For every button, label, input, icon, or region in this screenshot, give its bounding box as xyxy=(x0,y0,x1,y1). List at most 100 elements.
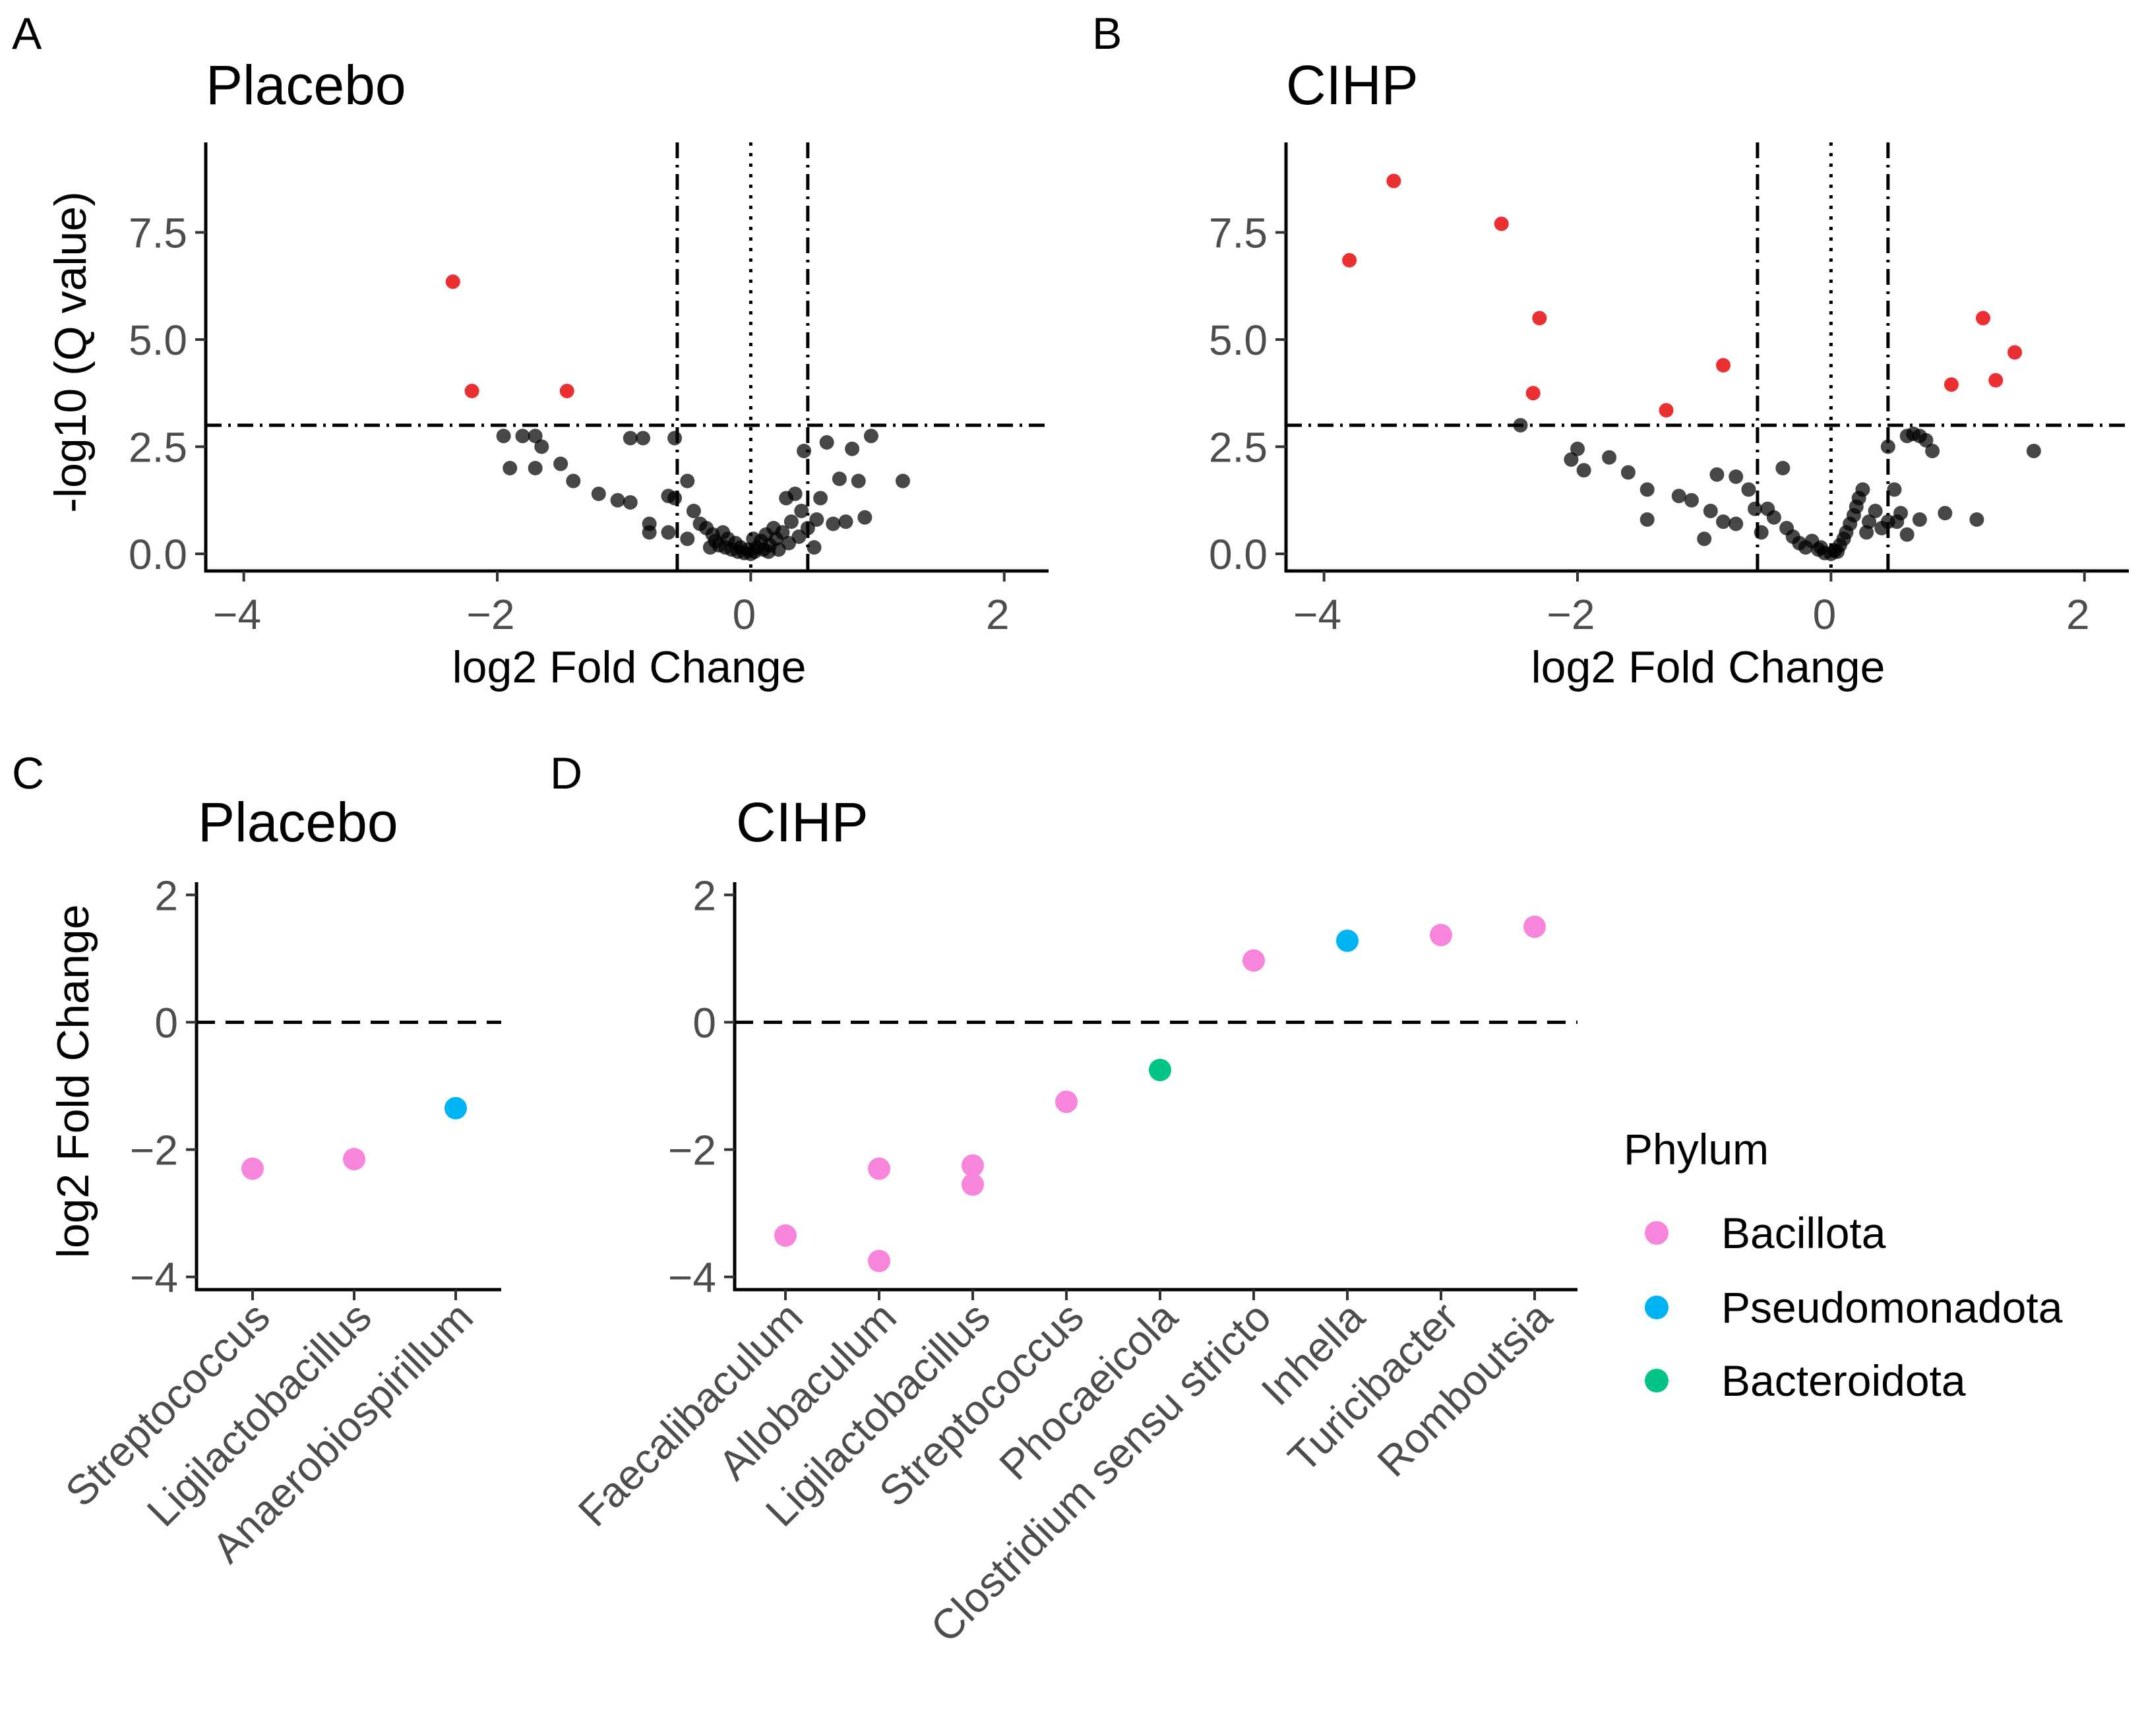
panel-a-point-nonsignificant xyxy=(845,441,860,456)
panel-b-y-tick-label: 0.0 xyxy=(1209,531,1268,578)
panel-d-point xyxy=(1242,949,1265,972)
panel-d-point xyxy=(774,1224,797,1247)
panel-b-x-tick-label: −4 xyxy=(1293,591,1341,638)
panel-b-point-nonsignificant xyxy=(1969,512,1984,527)
legend-title: Phylum xyxy=(1624,1125,1769,1174)
legend-label-pseudomonadota: Pseudomonadota xyxy=(1721,1283,2063,1332)
panel-a-point-significant xyxy=(464,384,479,398)
panel-a-point-nonsignificant xyxy=(636,431,651,446)
panel-b-point-nonsignificant xyxy=(1602,450,1617,465)
panel-b-point-nonsignificant xyxy=(1748,501,1763,516)
panel-a-point-nonsignificant xyxy=(702,540,718,555)
panel-a-y-tick-label: 2.5 xyxy=(129,424,187,471)
panel-d-point xyxy=(962,1154,984,1177)
panel-b-point-nonsignificant xyxy=(1564,452,1579,467)
panel-a-point-nonsignificant xyxy=(809,512,824,527)
panel-b-point-nonsignificant xyxy=(1703,504,1718,518)
panel-d-point xyxy=(1055,1091,1078,1114)
panel-letter-a: A xyxy=(12,9,42,59)
panel-a-point-nonsignificant xyxy=(797,444,812,458)
panel-a-point-nonsignificant xyxy=(851,473,866,489)
panel-b-point-significant xyxy=(1342,253,1357,268)
panel-a-point-nonsignificant xyxy=(680,531,695,547)
panel-a-point-nonsignificant xyxy=(503,461,518,475)
panel-b-y-tick-label: 2.5 xyxy=(1209,424,1268,471)
panel-d-point xyxy=(868,1157,890,1180)
panel-a-x-axis-title: log2 Fold Change xyxy=(452,642,807,692)
panel-a-point-nonsignificant xyxy=(857,510,873,525)
panel-a-title: Placebo xyxy=(206,54,406,116)
panel-b-point-nonsignificant xyxy=(1925,444,1940,458)
panel-b-point-nonsignificant xyxy=(1766,510,1781,525)
panel-a-point-nonsignificant xyxy=(528,429,543,444)
panel-c-point xyxy=(444,1096,467,1120)
panel-b-point-nonsignificant xyxy=(1775,461,1791,475)
panel-b-point-nonsignificant xyxy=(1576,463,1591,478)
panel-b-point-significant xyxy=(1975,311,1990,326)
panel-a-point-nonsignificant xyxy=(826,516,841,531)
panel-a-y-tick-label: 0.0 xyxy=(129,531,187,578)
panel-c-point xyxy=(343,1148,365,1171)
plot-b: 0.0 2.5 5.0 7.5 −4 −2 0 2 xyxy=(1209,142,2129,638)
panel-a-x-tick-label: 2 xyxy=(986,591,1010,638)
panel-a-point-nonsignificant xyxy=(566,473,581,489)
panel-b-point-nonsignificant xyxy=(1570,441,1585,456)
panel-a-x-tick-label: −2 xyxy=(467,591,515,638)
legend-swatch-bacteroidota xyxy=(1645,1369,1669,1392)
panel-a-point-nonsignificant xyxy=(787,487,803,501)
panel-letter-c: C xyxy=(12,748,44,798)
panel-b-point-nonsignificant xyxy=(1899,527,1914,542)
panel-b-point-significant xyxy=(1716,358,1731,373)
panel-d-point xyxy=(868,1249,890,1272)
panel-a-point-nonsignificant xyxy=(553,456,568,471)
panel-b-point-nonsignificant xyxy=(1639,512,1655,527)
panel-b-point-nonsignificant xyxy=(1716,514,1731,529)
panel-b-x-tick-label: −2 xyxy=(1547,591,1595,638)
panel-b-point-nonsignificant xyxy=(1893,506,1909,521)
panel-b-point-nonsignificant xyxy=(1639,482,1655,497)
panel-a-point-nonsignificant xyxy=(680,473,695,489)
panel-a-point-significant xyxy=(559,384,574,398)
panel-a-point-nonsignificant xyxy=(686,504,701,518)
panel-d-point xyxy=(1149,1058,1171,1081)
panel-a-point-nonsignificant xyxy=(528,461,543,475)
panel-a-point-nonsignificant xyxy=(761,544,776,559)
panel-d-point xyxy=(1430,924,1452,947)
panel-b-point-significant xyxy=(1532,311,1547,326)
panel-b-point-nonsignificant xyxy=(1684,493,1699,508)
panel-b-point-nonsignificant xyxy=(1754,525,1769,540)
panel-c-point xyxy=(241,1157,264,1180)
legend-swatch-bacillota xyxy=(1645,1221,1669,1245)
panel-b-point-nonsignificant xyxy=(1868,504,1883,518)
panel-a-point-nonsignificant xyxy=(515,429,530,444)
panel-b-point-nonsignificant xyxy=(1709,467,1725,482)
panel-b-point-significant xyxy=(2007,345,2023,360)
panel-b-y-tick-label: 7.5 xyxy=(1209,210,1268,257)
panel-c-y-axis-title: log2 Fold Change xyxy=(48,905,98,1259)
panel-d-point xyxy=(962,1173,984,1196)
panel-b-point-nonsignificant xyxy=(1938,506,1953,521)
panel-b-x-axis-title: log2 Fold Change xyxy=(1531,642,1885,692)
panel-a-x-tick-label: −4 xyxy=(213,591,261,638)
panel-a-point-nonsignificant xyxy=(642,525,657,540)
panel-b-point-nonsignificant xyxy=(1729,516,1744,531)
panel-c-title: Placebo xyxy=(198,791,398,853)
panel-a-point-nonsignificant xyxy=(746,531,761,547)
panel-a-point-nonsignificant xyxy=(591,487,606,501)
panel-b-y-tick-label: 5.0 xyxy=(1209,316,1268,364)
panel-b-point-nonsignificant xyxy=(1814,540,1829,555)
panel-b-point-nonsignificant xyxy=(1671,489,1686,504)
legend-label-bacteroidota: Bacteroidota xyxy=(1721,1356,1966,1405)
panel-b-point-significant xyxy=(1944,377,1959,392)
panel-b-point-nonsignificant xyxy=(1862,514,1877,529)
panel-a-y-axis-title: -log10 (Q value) xyxy=(46,191,96,513)
panel-a-point-nonsignificant xyxy=(623,431,638,446)
panel-d-y-tick-label: −4 xyxy=(668,1254,716,1302)
panel-c-y-tick-label: −2 xyxy=(130,1127,178,1174)
panel-a-point-nonsignificant xyxy=(775,525,790,540)
panel-b-point-significant xyxy=(1386,173,1401,189)
panel-a-x-tick-label: 0 xyxy=(733,591,756,638)
panel-d-y-tick-label: 0 xyxy=(692,999,716,1046)
panel-a-y-tick-label: 7.5 xyxy=(129,210,187,257)
